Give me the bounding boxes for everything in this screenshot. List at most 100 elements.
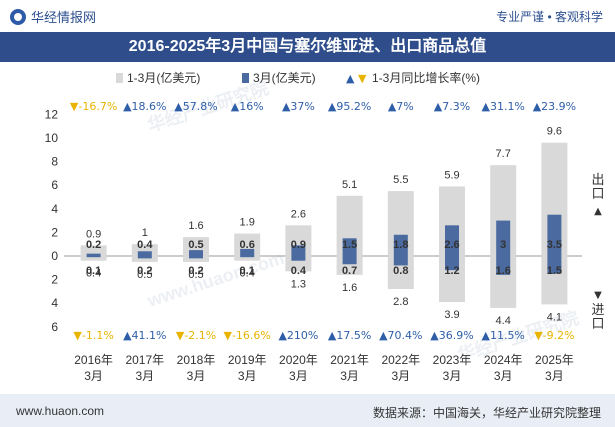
label-import-month: 1.6 xyxy=(496,265,511,277)
label-export-cum: 1.9 xyxy=(240,217,255,229)
x-tick-label-year: 2024年 xyxy=(484,353,523,367)
growth-import-label: ▼-1.1% xyxy=(73,329,113,342)
label-import-month: 0.1 xyxy=(240,265,255,277)
bar-import-month xyxy=(547,256,562,274)
y-tick-label: 4 xyxy=(51,296,58,310)
growth-export-label: ▲16% xyxy=(231,100,264,113)
growth-import-label: ▼-9.2% xyxy=(534,329,574,342)
growth-export-label: ▲23.9% xyxy=(533,100,576,113)
label-export-cum: 1.6 xyxy=(188,220,203,232)
x-tick-label-year: 2022年 xyxy=(381,353,420,367)
title-bar: 2016-2025年3月中国与塞尔维亚进、出口商品总值 xyxy=(0,32,615,62)
label-export-month: 2.6 xyxy=(444,239,459,251)
legend-label-cum: 1-3月(亿美元) xyxy=(127,70,200,85)
bar-export-month xyxy=(445,225,459,256)
bar-export-month xyxy=(291,245,306,256)
label-import-cum: 0.4 xyxy=(86,268,101,280)
label-import-month: 0.4 xyxy=(291,265,307,277)
bar-export-month xyxy=(547,214,562,256)
label-import-cum: 1.3 xyxy=(291,278,306,290)
label-import-month: 1.5 xyxy=(547,265,562,277)
growth-import-label: ▼-2.1% xyxy=(176,329,216,342)
footer-url[interactable]: www.huaon.com xyxy=(16,404,105,418)
bar-export-month xyxy=(393,234,408,256)
x-tick-label-month: 3月 xyxy=(187,369,206,383)
label-import-month: 0.2 xyxy=(188,265,203,277)
label-export-cum: 5.1 xyxy=(342,179,357,191)
label-export-cum: 2.6 xyxy=(291,208,306,220)
label-import-cum: 4.4 xyxy=(496,315,511,327)
brand-logo-icon xyxy=(10,8,26,25)
bar-export-month xyxy=(137,251,152,256)
x-tick-label-year: 2023年 xyxy=(433,353,472,367)
bar-export-month xyxy=(86,253,101,256)
legend-swatch-cum xyxy=(116,73,123,83)
y-tick-label: 0 xyxy=(51,249,58,263)
label-export-month: 0.5 xyxy=(188,239,203,251)
label-export-cum: 1 xyxy=(142,227,148,239)
label-export-month: 0.6 xyxy=(240,239,255,251)
label-import-cum: 4.1 xyxy=(547,311,562,323)
x-tick-label-year: 2018年 xyxy=(177,353,216,367)
x-tick-label-month: 3月 xyxy=(135,369,154,383)
x-tick-label-year: 2017年 xyxy=(125,353,164,367)
growth-export-label: ▲7% xyxy=(388,100,414,113)
x-tick-label-month: 3月 xyxy=(494,369,513,383)
slogan: 专业严谨 • 客观科学 xyxy=(496,10,603,24)
legend-label-growth: 1-3月同比增长率(%) xyxy=(372,70,480,85)
bar-import-month xyxy=(86,256,101,258)
y-tick-label: 2 xyxy=(51,225,58,239)
bar-import-month xyxy=(291,256,306,261)
bar-import-cum xyxy=(131,256,158,262)
growth-export-label: ▲18.6% xyxy=(123,100,166,113)
x-tick-label-month: 3月 xyxy=(391,369,410,383)
label-export-month: 0.9 xyxy=(291,239,306,251)
bar-import-month xyxy=(496,256,511,275)
y-tick-label: 2 xyxy=(51,273,58,287)
label-import-month: 0.8 xyxy=(393,265,408,277)
y-tick-label: 6 xyxy=(51,178,58,192)
legend-swatch-month xyxy=(242,73,249,83)
label-export-month: 3 xyxy=(500,239,506,251)
bar-export-cum xyxy=(131,244,158,256)
label-export-cum: 5.5 xyxy=(393,174,408,186)
footer: www.huaon.com 数据来源：中国海关，华经产业研究院整理 xyxy=(0,394,615,427)
bar-import-cum xyxy=(80,256,107,261)
bar-import-month xyxy=(137,256,152,259)
growth-export-label: ▲57.8% xyxy=(174,100,217,113)
y-tick-label: 10 xyxy=(45,131,59,145)
growth-import-label: ▲17.5% xyxy=(328,329,371,342)
brand: 华经情报网 xyxy=(10,7,96,26)
label-export-month: 3.5 xyxy=(547,239,562,251)
growth-export-label: ▼-16.7% xyxy=(70,100,117,113)
side-label-export: 口 xyxy=(591,186,604,201)
bar-export-month xyxy=(240,248,255,256)
growth-import-label: ▲11.5% xyxy=(481,329,524,342)
label-export-cum: 7.7 xyxy=(496,148,511,160)
growth-export-label: ▲31.1% xyxy=(481,100,524,113)
label-import-cum: 0.4 xyxy=(240,268,255,280)
x-tick-label-month: 3月 xyxy=(289,369,308,383)
bar-import-cum xyxy=(183,256,209,262)
bar-export-cum xyxy=(80,245,107,256)
side-label-import: 口 xyxy=(591,316,604,331)
label-import-month: 0.1 xyxy=(86,265,101,277)
top-bar: 华经情报网 专业严谨 • 客观科学 xyxy=(0,0,615,32)
label-import-cum: 1.6 xyxy=(342,282,357,294)
y-tick-label: 8 xyxy=(51,155,58,169)
growth-export-label: ▲37% xyxy=(282,100,315,113)
label-export-cum: 9.6 xyxy=(547,126,562,138)
brand-name: 华经情报网 xyxy=(31,10,97,25)
bar-import-month xyxy=(342,256,357,265)
growth-import-label: ▲70.4% xyxy=(379,329,422,342)
x-tick-label-year: 2016年 xyxy=(74,353,113,367)
label-import-cum: 0.5 xyxy=(188,269,203,281)
chart-title: 2016-2025年3月中国与塞尔维亚进、出口商品总值 xyxy=(128,38,487,55)
growth-import-label: ▼-16.6% xyxy=(224,329,271,342)
x-tick-label-month: 3月 xyxy=(545,369,564,383)
side-label-import: 进 xyxy=(591,302,604,317)
growth-import-label: ▲210% xyxy=(278,329,318,342)
label-export-month: 0.4 xyxy=(137,239,153,251)
side-label-export: 出 xyxy=(591,172,604,187)
